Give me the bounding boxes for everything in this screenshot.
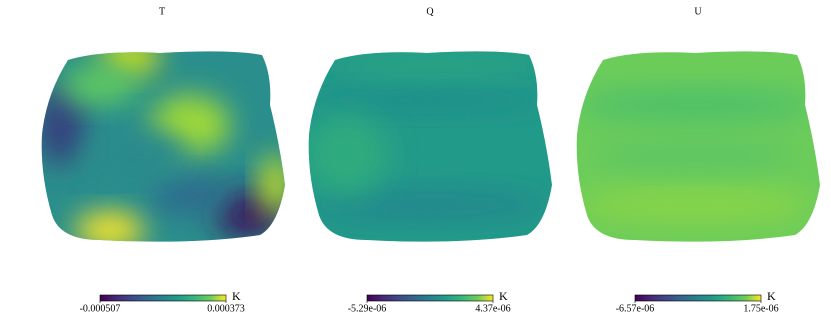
map-feature [337, 53, 537, 77]
map-feature [100, 51, 160, 75]
colorbar [634, 294, 762, 302]
colorbar-tick-label: -0.000507 [80, 303, 121, 314]
map-field [308, 51, 553, 242]
map-feature [308, 115, 387, 195]
panel-title: U [694, 6, 702, 17]
map-feature [75, 212, 145, 242]
map-feature [150, 175, 230, 215]
colorbar [366, 294, 494, 302]
colorbar-unit: K [232, 289, 241, 303]
sky-map [308, 51, 553, 242]
map-feature [90, 130, 190, 180]
panel-title: T [159, 6, 165, 17]
map-feature [308, 189, 547, 221]
map-field [41, 51, 286, 242]
map-feature [595, 140, 795, 170]
map-field [576, 51, 821, 242]
map-feature [60, 65, 140, 105]
map-feature [576, 89, 815, 121]
panel-title: Q [426, 6, 434, 17]
sky-map [576, 51, 821, 242]
sky-map [41, 51, 286, 242]
map-feature [260, 155, 286, 215]
map-feature [576, 185, 815, 225]
colorbar-tick-label: 4.37e-06 [475, 303, 510, 314]
colorbar-tick-label: -5.29e-06 [348, 303, 387, 314]
colorbar-unit: K [767, 289, 776, 303]
map-feature [308, 86, 547, 114]
colorbar [99, 294, 227, 302]
colorbar-tick-label: -6.57e-06 [616, 303, 655, 314]
colorbar-tick-label: 1.75e-06 [743, 303, 778, 314]
colorbar-tick-label: 0.000373 [207, 303, 245, 314]
colorbar-unit: K [499, 289, 508, 303]
